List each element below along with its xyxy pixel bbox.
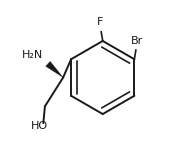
Text: H₂N: H₂N: [22, 50, 43, 60]
Text: F: F: [96, 17, 103, 27]
Polygon shape: [46, 61, 63, 78]
Text: HO: HO: [31, 121, 48, 131]
Text: Br: Br: [131, 35, 144, 46]
